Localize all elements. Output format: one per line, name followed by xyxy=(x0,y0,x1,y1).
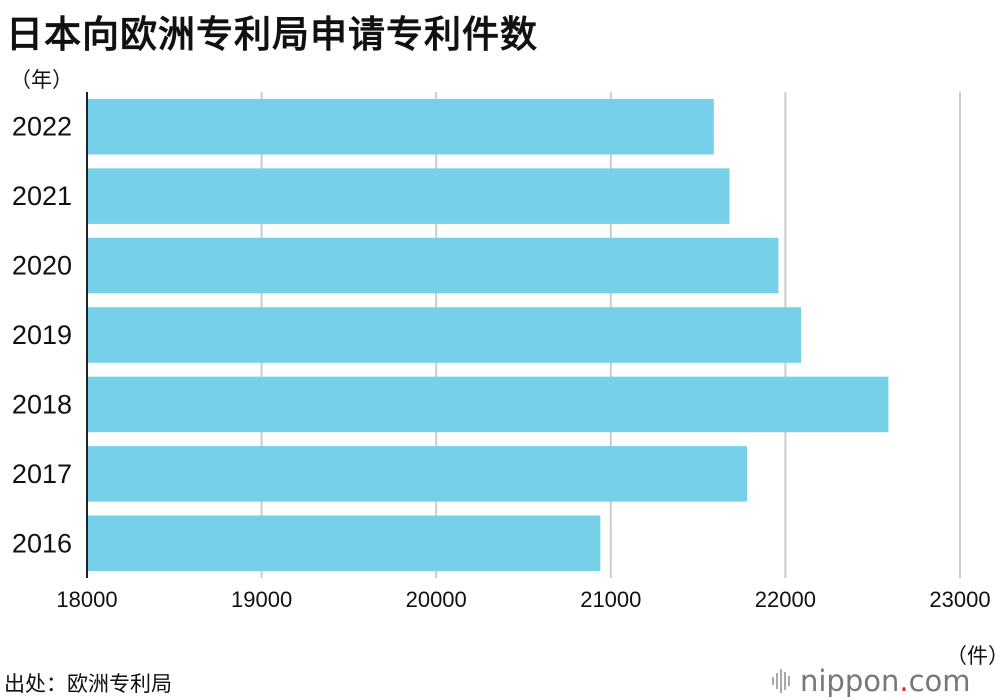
x-tick-label: 22000 xyxy=(755,587,816,612)
x-tick-label: 20000 xyxy=(406,587,467,612)
bar-2021 xyxy=(87,168,730,224)
bars xyxy=(87,98,889,572)
x-tick-label: 23000 xyxy=(929,587,990,612)
brand-dot: . xyxy=(899,664,909,698)
y-tick-label: 2017 xyxy=(12,459,72,489)
x-tick-label: 21000 xyxy=(580,587,641,612)
brand-suffix: com xyxy=(908,664,971,698)
brand-name: nippon xyxy=(800,664,900,698)
y-tick-label: 2019 xyxy=(12,320,72,350)
x-tick-label: 19000 xyxy=(231,587,292,612)
chart-title: 日本向欧洲专利局申请专利件数 xyxy=(6,13,538,56)
x-tick-labels: 18000 19000 20000 21000 22000 23000 xyxy=(56,587,990,612)
brand-logo: nippon. com xyxy=(772,664,971,698)
y-tick-label: 2020 xyxy=(12,251,72,281)
y-axis-unit: （年） xyxy=(10,68,73,92)
bar-2022 xyxy=(87,98,714,155)
source-note: 出处：欧洲专利局 xyxy=(4,672,172,696)
bar-2016 xyxy=(87,515,601,572)
y-tick-label: 2022 xyxy=(12,112,72,142)
sound-wave-icon xyxy=(772,669,790,693)
bar-2017 xyxy=(87,446,747,502)
x-tick-label: 18000 xyxy=(56,587,117,612)
bar-2018 xyxy=(87,376,889,433)
bar-2019 xyxy=(87,307,802,363)
y-tick-label: 2016 xyxy=(12,528,72,558)
y-tick-label: 2021 xyxy=(12,181,72,211)
x-axis-unit: （件） xyxy=(946,644,1000,668)
bar-2020 xyxy=(87,237,779,294)
y-tick-label: 2018 xyxy=(12,389,72,419)
y-tick-labels: 2022 2021 2020 2019 2018 2017 2016 xyxy=(12,112,72,559)
